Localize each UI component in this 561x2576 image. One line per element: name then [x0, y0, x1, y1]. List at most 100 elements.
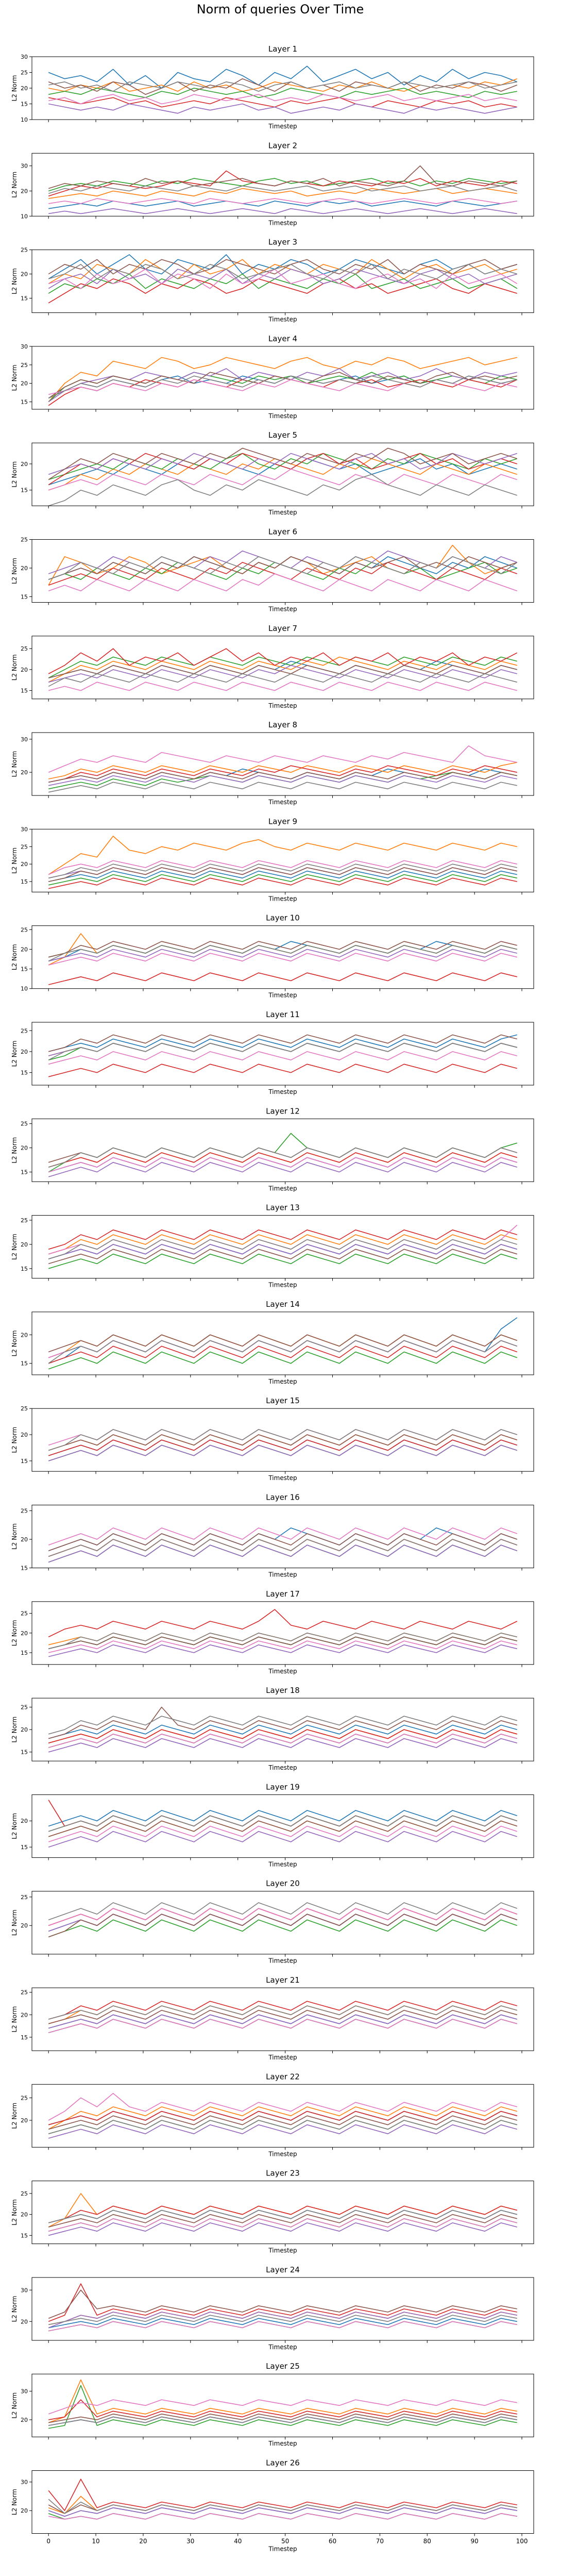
plot-frame: [31, 1601, 534, 1665]
series-line-6: [48, 78, 518, 95]
y-tick-label: 25: [21, 1610, 28, 1617]
series-line-4: [48, 2283, 517, 2322]
y-axis-label: L2 Norm: [11, 2296, 18, 2322]
series-line-8: [48, 2499, 517, 2514]
series-line-6: [48, 1334, 518, 1353]
series-line-4: [48, 1229, 518, 1250]
series-line-1: [48, 1810, 518, 1827]
y-tick-label: 20: [21, 2212, 28, 2218]
plot-frame: [31, 539, 534, 603]
series-line-2: [48, 1234, 518, 1255]
series-line-3: [48, 2385, 517, 2429]
y-tick-label: 25: [21, 1894, 28, 1901]
series-line-6: [48, 1706, 518, 1739]
subplot-title: Layer 1: [268, 44, 297, 54]
series-line-8: [48, 1633, 517, 1650]
plot-frame: [31, 828, 534, 892]
series-line-6: [48, 1034, 518, 1052]
series-line-4: [48, 97, 517, 108]
series-line-7: [48, 682, 518, 691]
y-tick-label: 25: [21, 1704, 28, 1711]
y-tick-label: 20: [21, 1630, 28, 1637]
y-tick-label: 15: [21, 1266, 28, 1272]
y-tick-label: 25: [21, 70, 28, 76]
x-axis-label: Timestep: [268, 2150, 297, 2157]
subplot-layer-15: Layer 15 15 20 25 L2 Norm Timestep: [11, 1396, 534, 1482]
y-axis-label: L2 Norm: [11, 1909, 18, 1936]
series-line-5: [48, 269, 518, 289]
series-line-5: [48, 1162, 518, 1177]
series-line-2: [48, 2496, 517, 2514]
y-tick-label: 20: [21, 1241, 28, 1248]
y-tick-label: 25: [21, 1121, 28, 1127]
series-line-3: [48, 1253, 518, 1269]
y-axis-label: L2 Norm: [11, 1427, 18, 1453]
subplot-layer-10: Layer 10 10 15 20 25 L2 Norm Timestep: [11, 913, 534, 999]
series-line-6: [48, 372, 517, 399]
subplot-layer-1: Layer 1 10 15 20 25 30 L2 Norm Timestep: [11, 44, 534, 130]
series-line-3: [48, 88, 517, 98]
y-axis-label: L2 Norm: [11, 1523, 18, 1550]
y-axis-label: L2 Norm: [11, 461, 18, 488]
y-tick-label: 20: [21, 861, 28, 868]
series-line-6: [48, 556, 518, 580]
plot-frame: [31, 1505, 534, 1568]
series-line-2: [48, 2106, 518, 2130]
x-axis-label: Timestep: [268, 412, 297, 420]
plot-frame: [31, 1408, 534, 1472]
series-line-7: [48, 2321, 517, 2332]
y-tick-label: 25: [21, 843, 28, 850]
series-line-3: [48, 656, 518, 678]
x-axis-label: Timestep: [268, 2440, 297, 2447]
x-axis-label: Timestep: [268, 799, 297, 806]
series-line-1: [48, 458, 518, 486]
y-tick-label: 20: [21, 380, 28, 387]
series-line-6: [48, 1914, 518, 1938]
series-line-8: [48, 81, 517, 92]
y-tick-label: 20: [21, 1145, 28, 1152]
x-axis-label: Timestep: [268, 1378, 297, 1385]
y-tick-label: 25: [21, 645, 28, 652]
y-tick-label: 20: [21, 2507, 28, 2514]
series-line-4: [48, 2479, 517, 2511]
subplot-title: Layer 8: [268, 720, 297, 729]
series-line-1: [48, 870, 517, 882]
series-line-7: [48, 2092, 518, 2121]
series-line-4: [48, 1439, 518, 1456]
subplot-title: Layer 18: [266, 1686, 300, 1695]
x-axis-label: Timestep: [268, 2054, 297, 2061]
series-line-5: [48, 1738, 518, 1753]
series-line-5: [48, 2124, 518, 2139]
subplot-title: Layer 17: [266, 1589, 300, 1599]
series-line-5: [48, 2014, 518, 2029]
series-line-5: [48, 453, 518, 475]
subplot-title: Layer 6: [268, 527, 297, 537]
x-tick-label: 40: [234, 2538, 242, 2545]
subplot-layer-12: Layer 12 15 20 25 L2 Norm Timestep: [11, 1106, 534, 1192]
series-line-2: [48, 836, 517, 875]
series-line-6: [48, 1820, 518, 1837]
x-axis-label: Timestep: [268, 1668, 297, 1675]
series-line-7: [48, 1640, 517, 1653]
series-line-6: [48, 772, 517, 783]
series-line-8: [48, 474, 518, 506]
y-tick-label: 20: [21, 1818, 28, 1824]
series-line-4: [48, 2001, 518, 2020]
y-tick-label: 30: [21, 2287, 28, 2294]
series-line-6: [48, 867, 517, 882]
plot-frame: [31, 2277, 534, 2341]
series-line-8: [48, 185, 518, 194]
y-tick-label: 15: [21, 1844, 28, 1851]
x-tick-label: 50: [281, 2538, 289, 2545]
series-line-7: [48, 2513, 517, 2520]
y-axis-label: L2 Norm: [11, 1620, 18, 1646]
subplot-title: Layer 21: [266, 1975, 300, 1985]
plot-frame: [31, 2084, 534, 2148]
x-axis-label: Timestep: [268, 316, 297, 323]
plot-frame: [31, 153, 534, 217]
